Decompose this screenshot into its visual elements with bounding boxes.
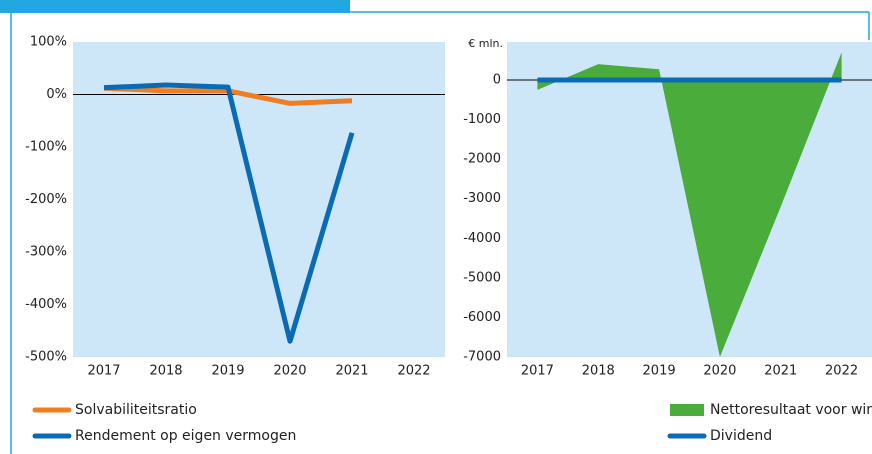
- y-tick-label: 0%: [46, 87, 67, 102]
- y-axis-label: € mln.: [468, 37, 503, 50]
- y-tick-label: -400%: [25, 297, 67, 312]
- line: [103, 82, 355, 344]
- legend-label: Rendement op eigen vermogen: [75, 428, 296, 444]
- legend-label: Dividend: [710, 428, 772, 444]
- x-tick-label: 2020: [273, 364, 306, 379]
- x-tick-label: 2020: [703, 364, 736, 379]
- x-tick-label: 2022: [397, 364, 430, 379]
- y-tick-label: -7000: [463, 350, 501, 365]
- legend-swatch: [670, 404, 704, 416]
- legend-label: Solvabiliteitsratio: [75, 402, 197, 418]
- y-tick-label: -2000: [463, 152, 501, 167]
- header-bar: [0, 0, 350, 13]
- x-tick-label: 2022: [825, 364, 858, 379]
- x-tick-label: 2017: [87, 364, 120, 379]
- x-tick-label: 2021: [335, 364, 368, 379]
- x-tick-label: 2019: [211, 364, 244, 379]
- y-tick-label: 100%: [30, 35, 67, 50]
- x-tick-label: 2018: [149, 364, 182, 379]
- y-tick-label: -3000: [463, 191, 501, 206]
- legend-label: Nettoresultaat voor winstbestemming: [710, 402, 872, 418]
- y-tick-label: 0: [493, 72, 501, 87]
- y-tick-label: -300%: [25, 245, 67, 260]
- y-tick-label: -200%: [25, 192, 67, 207]
- y-tick-label: -500%: [25, 350, 67, 365]
- y-tick-label: -5000: [463, 270, 501, 285]
- x-tick-label: 2021: [764, 364, 797, 379]
- x-tick-label: 2017: [521, 364, 554, 379]
- area: [537, 52, 842, 358]
- x-tick-label: 2019: [643, 364, 676, 379]
- y-tick-label: -1000: [463, 112, 501, 127]
- y-tick-label: -4000: [463, 231, 501, 246]
- x-tick-label: 2018: [582, 364, 615, 379]
- y-tick-label: -6000: [463, 310, 501, 325]
- y-tick-label: -100%: [25, 140, 67, 155]
